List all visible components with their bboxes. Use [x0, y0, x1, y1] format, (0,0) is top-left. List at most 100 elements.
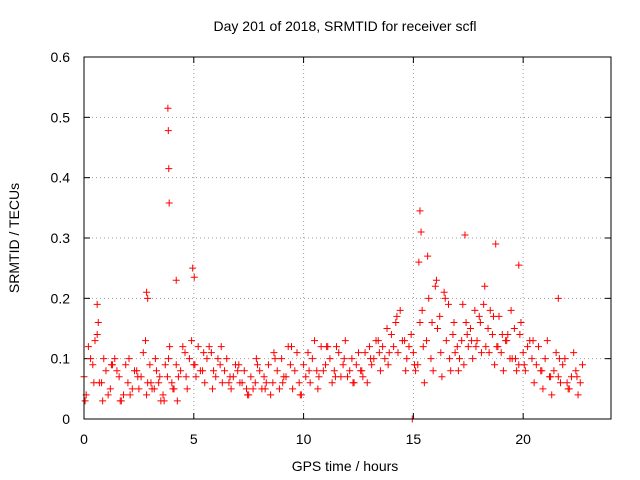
data-point — [296, 391, 304, 399]
data-point — [469, 355, 477, 363]
data-point — [341, 337, 349, 345]
data-point — [358, 367, 366, 375]
data-point — [267, 391, 275, 399]
data-point — [107, 361, 115, 369]
data-point — [484, 325, 492, 332]
data-point — [242, 385, 250, 393]
data-point — [189, 264, 197, 272]
data-point — [120, 391, 128, 399]
data-point — [304, 349, 312, 357]
data-point — [460, 361, 468, 369]
data-point — [449, 331, 457, 339]
data-point — [113, 367, 121, 375]
data-point — [333, 343, 341, 351]
data-point — [143, 288, 151, 296]
data-point — [576, 379, 584, 387]
data-point — [471, 306, 479, 314]
data-point — [410, 361, 418, 369]
data-point — [111, 355, 119, 363]
data-point — [464, 343, 472, 351]
data-point — [115, 373, 123, 381]
data-point — [393, 312, 401, 320]
data-point — [403, 355, 411, 363]
data-point — [87, 355, 95, 363]
data-point — [472, 343, 480, 351]
data-point — [462, 318, 470, 326]
data-point — [293, 349, 301, 357]
data-point — [392, 318, 400, 326]
data-point — [190, 273, 198, 281]
data-point — [573, 373, 581, 381]
data-point — [146, 361, 154, 369]
data-point — [398, 337, 406, 345]
data-point — [394, 349, 402, 357]
data-point — [269, 379, 277, 387]
data-point — [361, 349, 369, 357]
data-point — [559, 361, 567, 369]
data-point — [497, 349, 505, 357]
data-point — [517, 318, 525, 326]
data-point — [519, 349, 527, 357]
data-point — [196, 367, 204, 375]
data-point — [160, 397, 168, 405]
data-point — [547, 373, 555, 381]
data-point — [346, 367, 354, 375]
data-point — [179, 343, 187, 351]
data-point — [122, 361, 130, 369]
y-tick-label: 0 — [62, 411, 70, 427]
data-point — [552, 349, 560, 357]
grid — [84, 57, 611, 419]
data-point — [131, 367, 139, 375]
data-point — [208, 385, 216, 393]
data-point — [152, 367, 160, 375]
data-point — [485, 349, 493, 357]
data-point — [488, 331, 496, 339]
data-point — [205, 343, 213, 351]
data-point — [447, 367, 455, 375]
data-point — [445, 300, 453, 308]
data-point — [524, 343, 532, 351]
data-point — [174, 373, 182, 381]
data-point — [165, 355, 173, 363]
data-point — [340, 355, 348, 363]
y-tick-label: 0.6 — [51, 49, 71, 65]
data-point — [423, 337, 431, 345]
data-point — [148, 385, 156, 393]
data-point — [94, 318, 102, 326]
chart-title: Day 201 of 2018, SRMTID for receiver scf… — [214, 18, 477, 34]
data-point — [437, 349, 445, 357]
data-point — [286, 361, 294, 369]
tick-labels: 0 0.1 0.2 0.3 0.4 0.5 0.6 0 5 10 15 20 — [51, 49, 532, 447]
data-point — [91, 337, 99, 345]
data-point — [116, 397, 124, 405]
data-point — [90, 379, 98, 387]
data-point — [200, 349, 208, 357]
y-tick-label: 0.2 — [51, 290, 71, 306]
data-point — [451, 349, 459, 357]
data-point — [578, 361, 586, 369]
data-point — [375, 349, 383, 357]
data-point — [461, 231, 469, 239]
data-point — [166, 343, 174, 351]
data-point — [344, 373, 351, 381]
data-point — [490, 312, 498, 320]
data-point — [507, 306, 515, 314]
data-point — [492, 240, 500, 248]
data-point — [564, 385, 572, 393]
data-point — [144, 294, 152, 302]
data-point — [555, 355, 563, 363]
data-point — [434, 325, 442, 332]
data-point — [221, 367, 229, 375]
data-point — [532, 361, 540, 369]
data-point — [383, 325, 391, 332]
data-point — [270, 349, 278, 357]
data-point — [511, 355, 519, 363]
data-point — [252, 355, 260, 363]
data-point — [535, 343, 543, 351]
data-point — [260, 373, 268, 381]
data-point — [418, 306, 426, 314]
data-point — [173, 397, 181, 405]
x-tick-label: 10 — [296, 431, 312, 447]
data-point — [235, 361, 243, 369]
data-point — [139, 349, 147, 357]
